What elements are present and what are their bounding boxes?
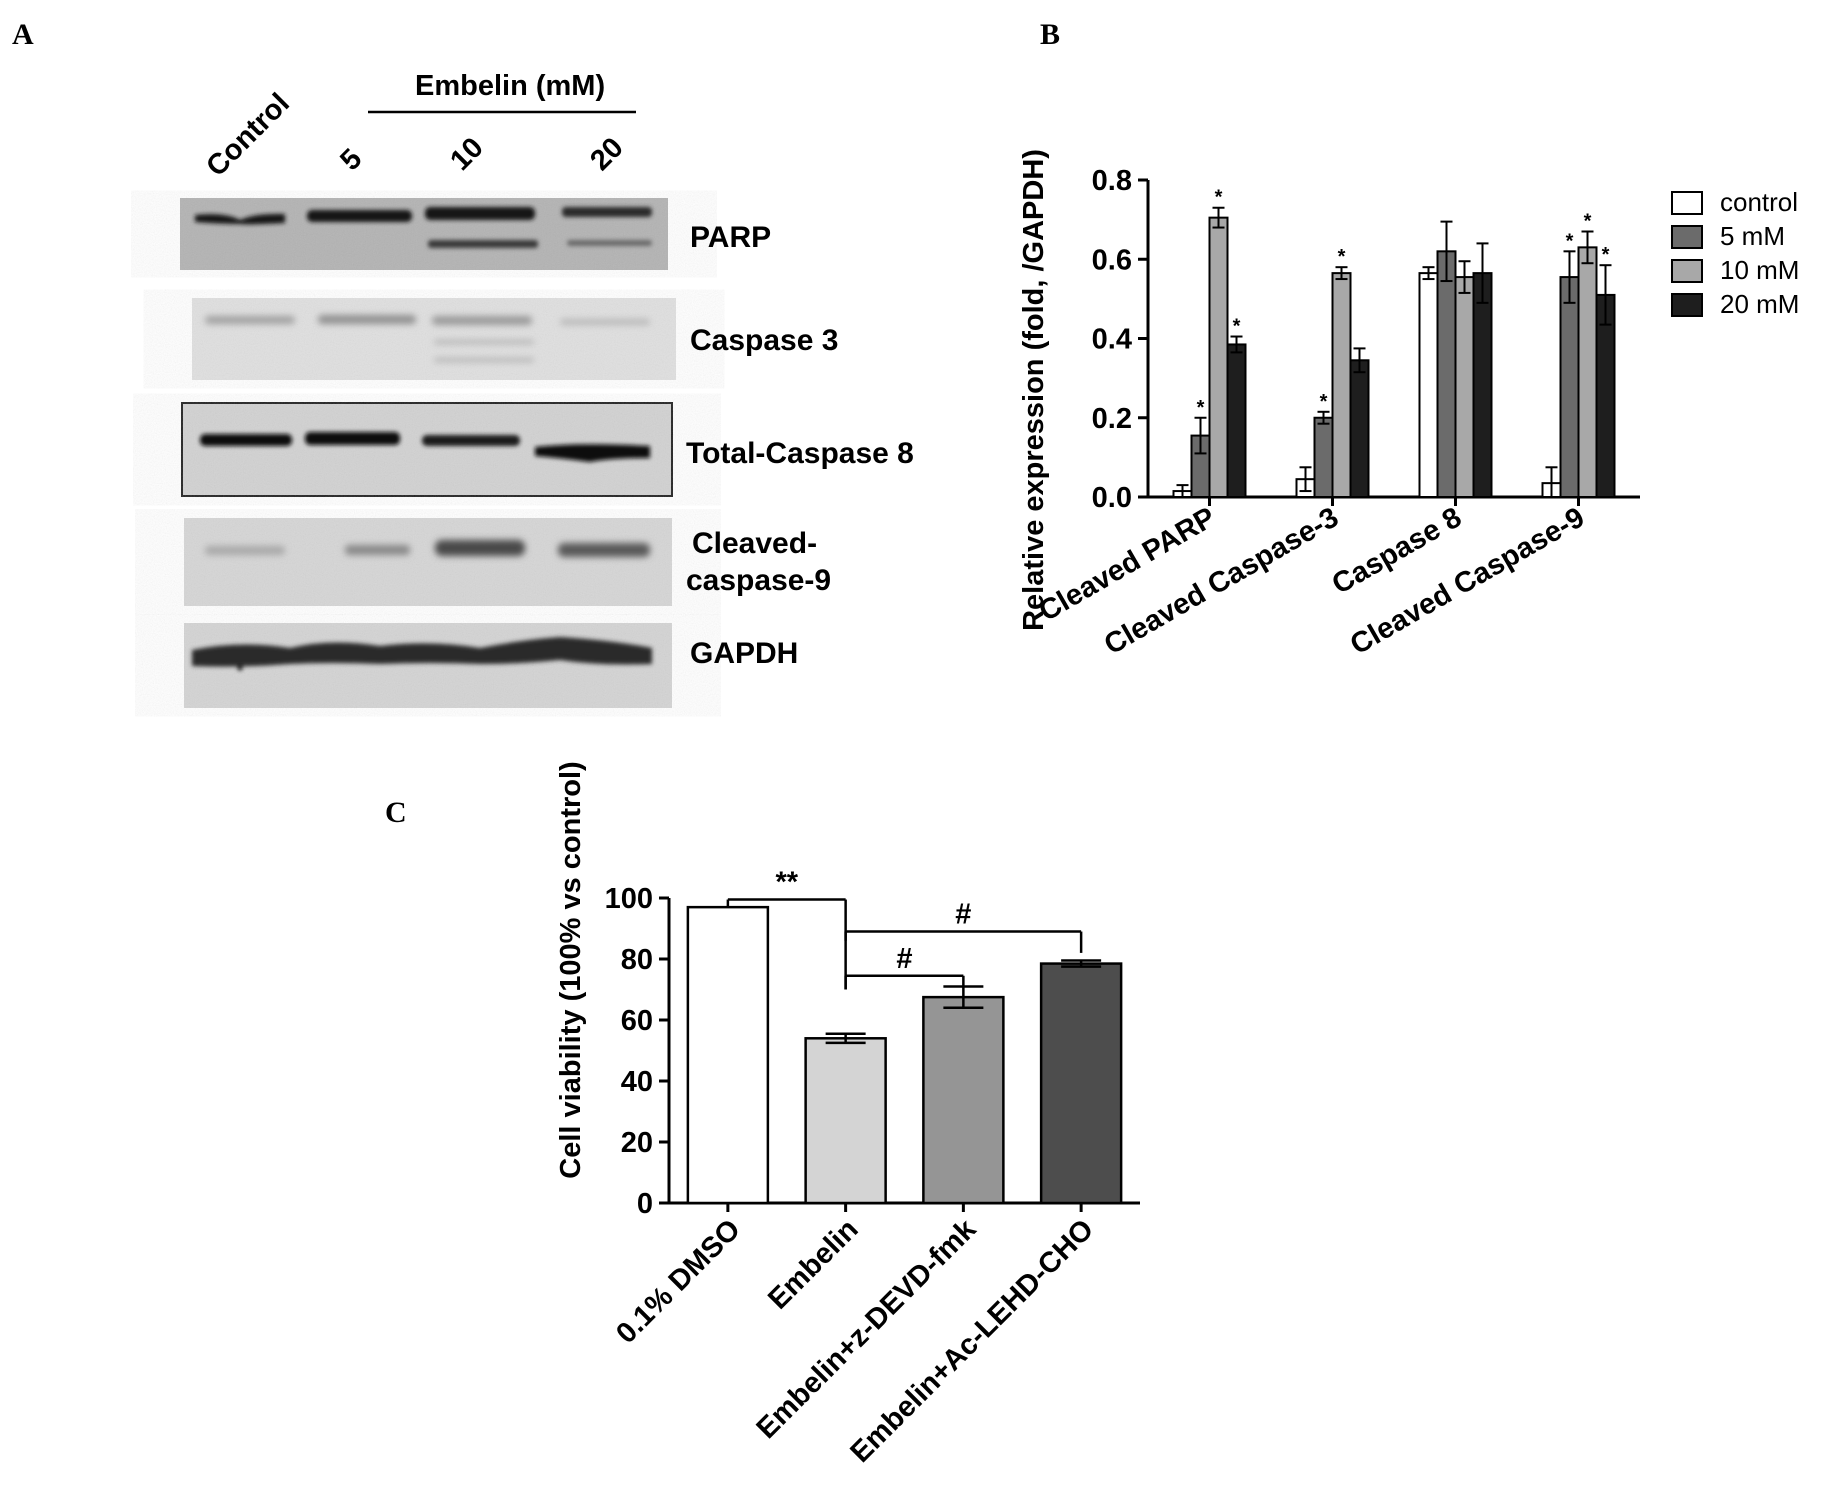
blot-treatment-header: Embelin (mM) [415,70,605,102]
chart-b-bar [1418,272,1439,498]
blot-bands [192,637,652,671]
chart-c-y-axis-title: Cell viability (100% vs control) [555,761,587,1178]
chart-b-significance-marker: * [1320,391,1328,413]
blot-label-parp: PARP [690,221,771,254]
chart-b-y-tick-label: 0.4 [1092,324,1132,356]
chart-c-x-tick-label: Embelin [762,1213,864,1315]
panel-letter-a: A [12,18,34,51]
chart-b-bar [1208,216,1229,499]
chart-c-bar [686,905,770,1205]
chart-b-bar [1331,272,1352,498]
chart-c-bar [922,995,1005,1205]
chart-c-y-tick-label: 0 [637,1188,653,1220]
chart-b-relative-expression: Relative expression (fold, /GAPDH) 0.0 0.… [1018,149,1799,661]
chart-b-bar [1559,276,1580,498]
blot-label-gapdh: GAPDH [690,637,798,670]
chart-b-y-axis-title: Relative expression (fold, /GAPDH) [1018,149,1050,631]
panel-letter-b: B [1040,18,1060,51]
lane-label-5: 5 [334,143,368,177]
chart-c-bracket-label: ** [775,867,798,899]
chart-b-significance-marker: * [1197,397,1205,419]
chart-b-significance-marker: * [1584,211,1592,233]
blot-row-parp: PARP [180,198,771,270]
blot-label-cleaved-caspase-9-line1: Cleaved- [692,527,817,560]
chart-c-y-tick-label: 60 [621,1005,653,1037]
blot-noise [192,298,676,380]
chart-b-y-tick-label: 0.2 [1092,403,1132,435]
chart-b-x-tick-label: Cleaved Caspase-9 [1345,501,1590,661]
chart-c-x-tick-label: Embelin+Ac-LEHD-CHO [844,1213,1100,1469]
blot-bands [195,207,652,248]
chart-c-y-tick-label: 20 [621,1127,653,1159]
lane-label-control: Control [200,87,296,183]
blot-bands [205,315,650,362]
chart-b-y-tick-label: 0.0 [1092,482,1132,514]
blot-bands [205,540,650,557]
chart-b-legend-swatch [1671,293,1703,317]
chart-b-significance-marker: * [1338,246,1346,268]
chart-c-bar [804,1037,887,1205]
chart-b-y-tick-label: 0.6 [1092,244,1132,276]
lane-label-10: 10 [444,132,489,177]
lane-label-20: 20 [584,132,629,177]
chart-b-legend-swatch [1671,259,1703,283]
chart-b-bar [1226,343,1247,498]
chart-b-bar [1577,246,1598,498]
blot-bands [200,432,650,462]
chart-b-legend-label: 20 mM [1720,289,1799,319]
chart-c-bracket-label: # [955,899,971,931]
chart-c-y-tick-label: 80 [621,944,653,976]
chart-c-y-tick-label: 100 [605,883,653,915]
chart-b-bar [1472,272,1493,498]
blot-noise [184,518,672,606]
chart-b-legend-swatch [1671,191,1703,215]
blot-label-caspase-3: Caspase 3 [690,324,838,357]
blot-label-cleaved-caspase-9-line2: caspase-9 [686,564,831,597]
chart-c-cell-viability: Cell viability (100% vs control) 0 20 40 60… [555,761,1140,1469]
chart-b-significance-marker: * [1233,316,1241,338]
chart-b-bar [1313,416,1334,498]
blot-row-caspase-3: Caspase 3 [192,298,838,380]
blot-label-total-caspase-8: Total-Caspase 8 [686,437,914,470]
chart-b-bar [1436,250,1457,498]
chart-c-y-tick-label: 40 [621,1066,653,1098]
chart-b-significance-marker: * [1215,187,1223,209]
chart-c-bracket-label: # [896,943,912,975]
blot-row-total-caspase-8: Total-Caspase 8 [181,402,914,497]
panel-letter-c: C [385,796,407,829]
chart-b-legend-swatch [1671,225,1703,249]
chart-b-x-tick-label: Cleaved Caspase-3 [1099,501,1344,661]
chart-b-significance-marker: * [1602,244,1610,266]
chart-b-bar [1454,276,1475,498]
chart-b-bar [1349,359,1370,499]
chart-c-x-tick-label: Embelin+z-DEVD-fmk [751,1213,983,1445]
western-blot: Embelin (mM) Control 5 10 20 PARP [180,70,914,708]
chart-b-y-tick-label: 0.8 [1092,165,1132,197]
chart-b-legend-label: 10 mM [1720,255,1799,285]
chart-b-significance-marker: * [1566,230,1574,252]
chart-c-x-tick-label: 0.1% DMSO [610,1213,747,1350]
chart-b-legend-label: 5 mM [1720,221,1785,251]
chart-c-bar [1039,962,1123,1205]
chart-b-legend-label: control [1720,187,1798,217]
blot-row-cleaved-caspase-9: Cleaved- caspase-9 [184,518,831,606]
blot-row-gapdh: GAPDH [184,623,798,708]
